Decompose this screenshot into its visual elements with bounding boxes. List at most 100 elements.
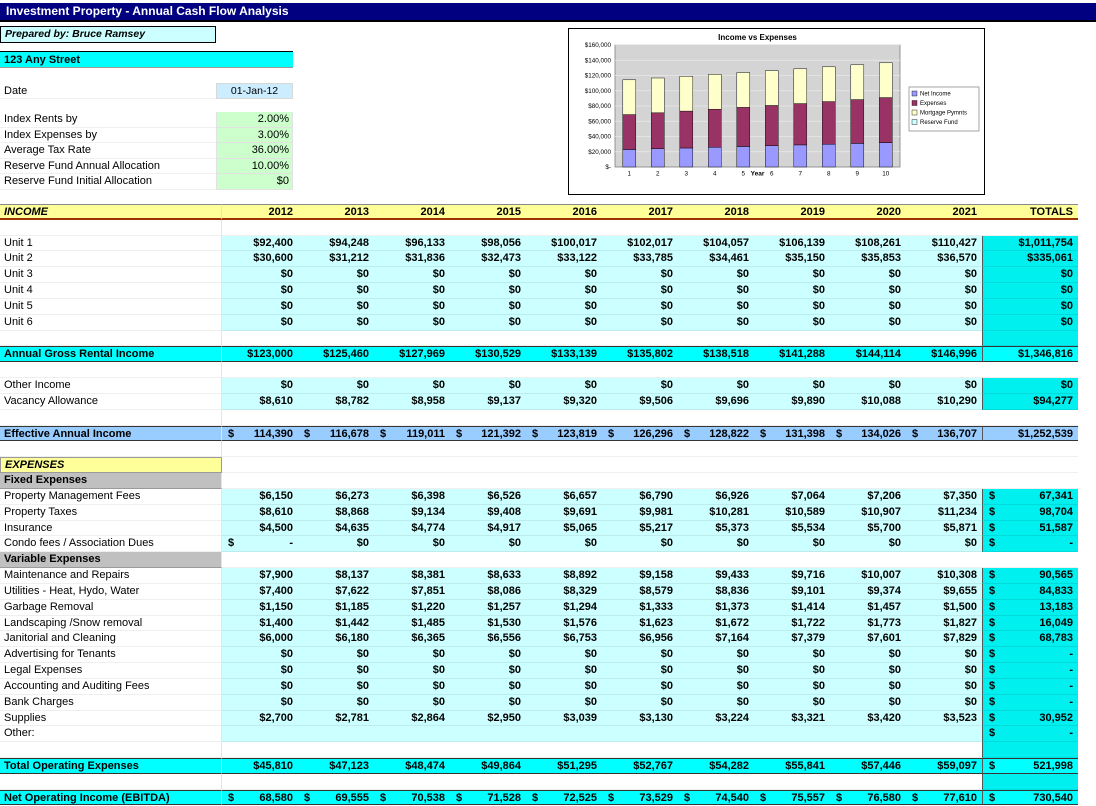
empty-cell[interactable] bbox=[906, 742, 982, 758]
value-cell[interactable]: $0 bbox=[526, 647, 602, 664]
empty-cell[interactable] bbox=[450, 742, 526, 758]
empty-cell[interactable] bbox=[830, 441, 906, 458]
empty-cell[interactable] bbox=[678, 220, 754, 236]
value-cell[interactable]: $0 bbox=[906, 647, 982, 664]
value-cell[interactable]: $9,408 bbox=[450, 504, 526, 521]
empty-cell[interactable] bbox=[906, 441, 982, 458]
value-cell[interactable]: $0 bbox=[602, 536, 678, 553]
value-cell[interactable]: $0 bbox=[298, 314, 374, 331]
total-row-label[interactable]: Annual Gross Rental Income bbox=[0, 346, 222, 363]
value-cell[interactable]: $0 bbox=[754, 694, 830, 711]
value-cell[interactable]: $7,601 bbox=[830, 631, 906, 648]
param-value-cell[interactable]: 10.00% bbox=[216, 158, 293, 174]
value-cell[interactable]: $6,273 bbox=[298, 488, 374, 505]
value-cell[interactable]: $8,782 bbox=[298, 393, 374, 410]
value-cell[interactable]: $0 bbox=[754, 267, 830, 284]
value-cell[interactable]: $0 bbox=[298, 678, 374, 695]
value-cell[interactable]: $0 bbox=[526, 283, 602, 299]
value-cell[interactable]: $0 bbox=[298, 283, 374, 299]
empty-cell[interactable] bbox=[754, 220, 830, 236]
empty-cell[interactable] bbox=[222, 742, 298, 758]
empty-cell[interactable] bbox=[830, 742, 906, 758]
value-cell[interactable] bbox=[830, 726, 906, 743]
row-label[interactable]: Unit 6 bbox=[0, 314, 222, 331]
total-value-cell[interactable]: $72,525 bbox=[526, 789, 602, 806]
value-cell[interactable]: $0 bbox=[830, 378, 906, 394]
value-cell[interactable]: $7,164 bbox=[678, 631, 754, 648]
empty-cell[interactable] bbox=[982, 220, 1078, 236]
value-cell[interactable]: $1,150 bbox=[222, 599, 298, 616]
value-cell[interactable] bbox=[450, 726, 526, 743]
value-cell[interactable]: $0 bbox=[526, 536, 602, 553]
total-value-cell[interactable]: $68,580 bbox=[222, 789, 298, 806]
value-cell[interactable] bbox=[602, 726, 678, 743]
empty-cell[interactable] bbox=[298, 441, 374, 458]
value-cell[interactable]: $8,610 bbox=[222, 393, 298, 410]
empty-cell[interactable] bbox=[526, 552, 602, 569]
empty-cell[interactable] bbox=[374, 473, 450, 489]
value-cell[interactable]: $9,691 bbox=[526, 504, 602, 521]
value-cell[interactable]: $0 bbox=[678, 267, 754, 284]
empty-cell[interactable] bbox=[678, 362, 754, 379]
value-cell[interactable]: $92,400 bbox=[222, 235, 298, 252]
empty-cell[interactable] bbox=[754, 742, 830, 758]
value-cell[interactable]: $1,485 bbox=[374, 615, 450, 632]
value-cell[interactable] bbox=[906, 726, 982, 743]
year-column-header[interactable]: 2016 bbox=[526, 204, 602, 220]
value-cell[interactable]: $0 bbox=[906, 378, 982, 394]
total-value-cell[interactable]: $141,288 bbox=[754, 346, 830, 363]
row-label[interactable]: Landscaping /Snow removal bbox=[0, 615, 222, 632]
empty-cell[interactable] bbox=[830, 774, 906, 790]
value-cell[interactable]: $0 bbox=[906, 283, 982, 299]
empty-cell[interactable] bbox=[982, 410, 1078, 426]
value-cell[interactable] bbox=[298, 726, 374, 743]
value-cell[interactable]: $0 bbox=[374, 694, 450, 711]
value-cell[interactable]: $7,206 bbox=[830, 488, 906, 505]
empty-cell[interactable] bbox=[906, 552, 982, 569]
value-cell[interactable]: $0 bbox=[754, 283, 830, 299]
value-cell[interactable]: $35,853 bbox=[830, 251, 906, 268]
row-total-cell[interactable]: $84,833 bbox=[982, 583, 1078, 600]
value-cell[interactable]: $1,722 bbox=[754, 615, 830, 632]
value-cell[interactable]: $6,526 bbox=[450, 488, 526, 505]
row-label[interactable]: Bank Charges bbox=[0, 694, 222, 711]
value-cell[interactable]: $6,657 bbox=[526, 488, 602, 505]
row-total-cell[interactable]: $94,277 bbox=[982, 393, 1078, 410]
row-label[interactable]: Unit 5 bbox=[0, 298, 222, 315]
value-cell[interactable]: $8,329 bbox=[526, 583, 602, 600]
empty-cell[interactable] bbox=[374, 362, 450, 379]
total-value-cell[interactable]: $127,969 bbox=[374, 346, 450, 363]
row-total-cell[interactable]: $13,183 bbox=[982, 599, 1078, 616]
value-cell[interactable]: $ - bbox=[222, 536, 298, 553]
row-label[interactable]: Condo fees / Association Dues bbox=[0, 536, 222, 553]
total-value-cell[interactable]: $131,398 bbox=[754, 425, 830, 442]
row-label[interactable]: Advertising for Tenants bbox=[0, 647, 222, 664]
expense-subsection-header[interactable]: Variable Expenses bbox=[0, 552, 222, 569]
value-cell[interactable]: $5,065 bbox=[526, 520, 602, 537]
value-cell[interactable]: $3,420 bbox=[830, 710, 906, 727]
row-label[interactable]: Property Management Fees bbox=[0, 488, 222, 505]
empty-cell[interactable] bbox=[982, 773, 1078, 790]
empty-cell[interactable] bbox=[678, 552, 754, 569]
value-cell[interactable]: $5,534 bbox=[754, 520, 830, 537]
value-cell[interactable]: $7,829 bbox=[906, 631, 982, 648]
value-cell[interactable]: $0 bbox=[450, 663, 526, 679]
empty-cell[interactable] bbox=[222, 410, 298, 426]
empty-cell[interactable] bbox=[222, 774, 298, 790]
value-cell[interactable]: $0 bbox=[678, 694, 754, 711]
empty-cell[interactable] bbox=[526, 473, 602, 489]
value-cell[interactable]: $0 bbox=[222, 647, 298, 664]
value-cell[interactable]: $3,321 bbox=[754, 710, 830, 727]
value-cell[interactable]: $0 bbox=[222, 694, 298, 711]
value-cell[interactable]: $0 bbox=[526, 678, 602, 695]
value-cell[interactable]: $9,890 bbox=[754, 393, 830, 410]
value-cell[interactable]: $0 bbox=[906, 267, 982, 284]
param-value-cell[interactable]: $0 bbox=[216, 174, 293, 190]
value-cell[interactable]: $0 bbox=[450, 378, 526, 394]
empty-cell[interactable] bbox=[0, 409, 222, 426]
row-total-cell[interactable]: $335,061 bbox=[982, 251, 1078, 268]
value-cell[interactable]: $5,871 bbox=[906, 520, 982, 537]
value-cell[interactable]: $6,398 bbox=[374, 488, 450, 505]
property-address-cell[interactable]: 123 Any Street bbox=[0, 51, 293, 68]
empty-cell[interactable] bbox=[298, 774, 374, 790]
